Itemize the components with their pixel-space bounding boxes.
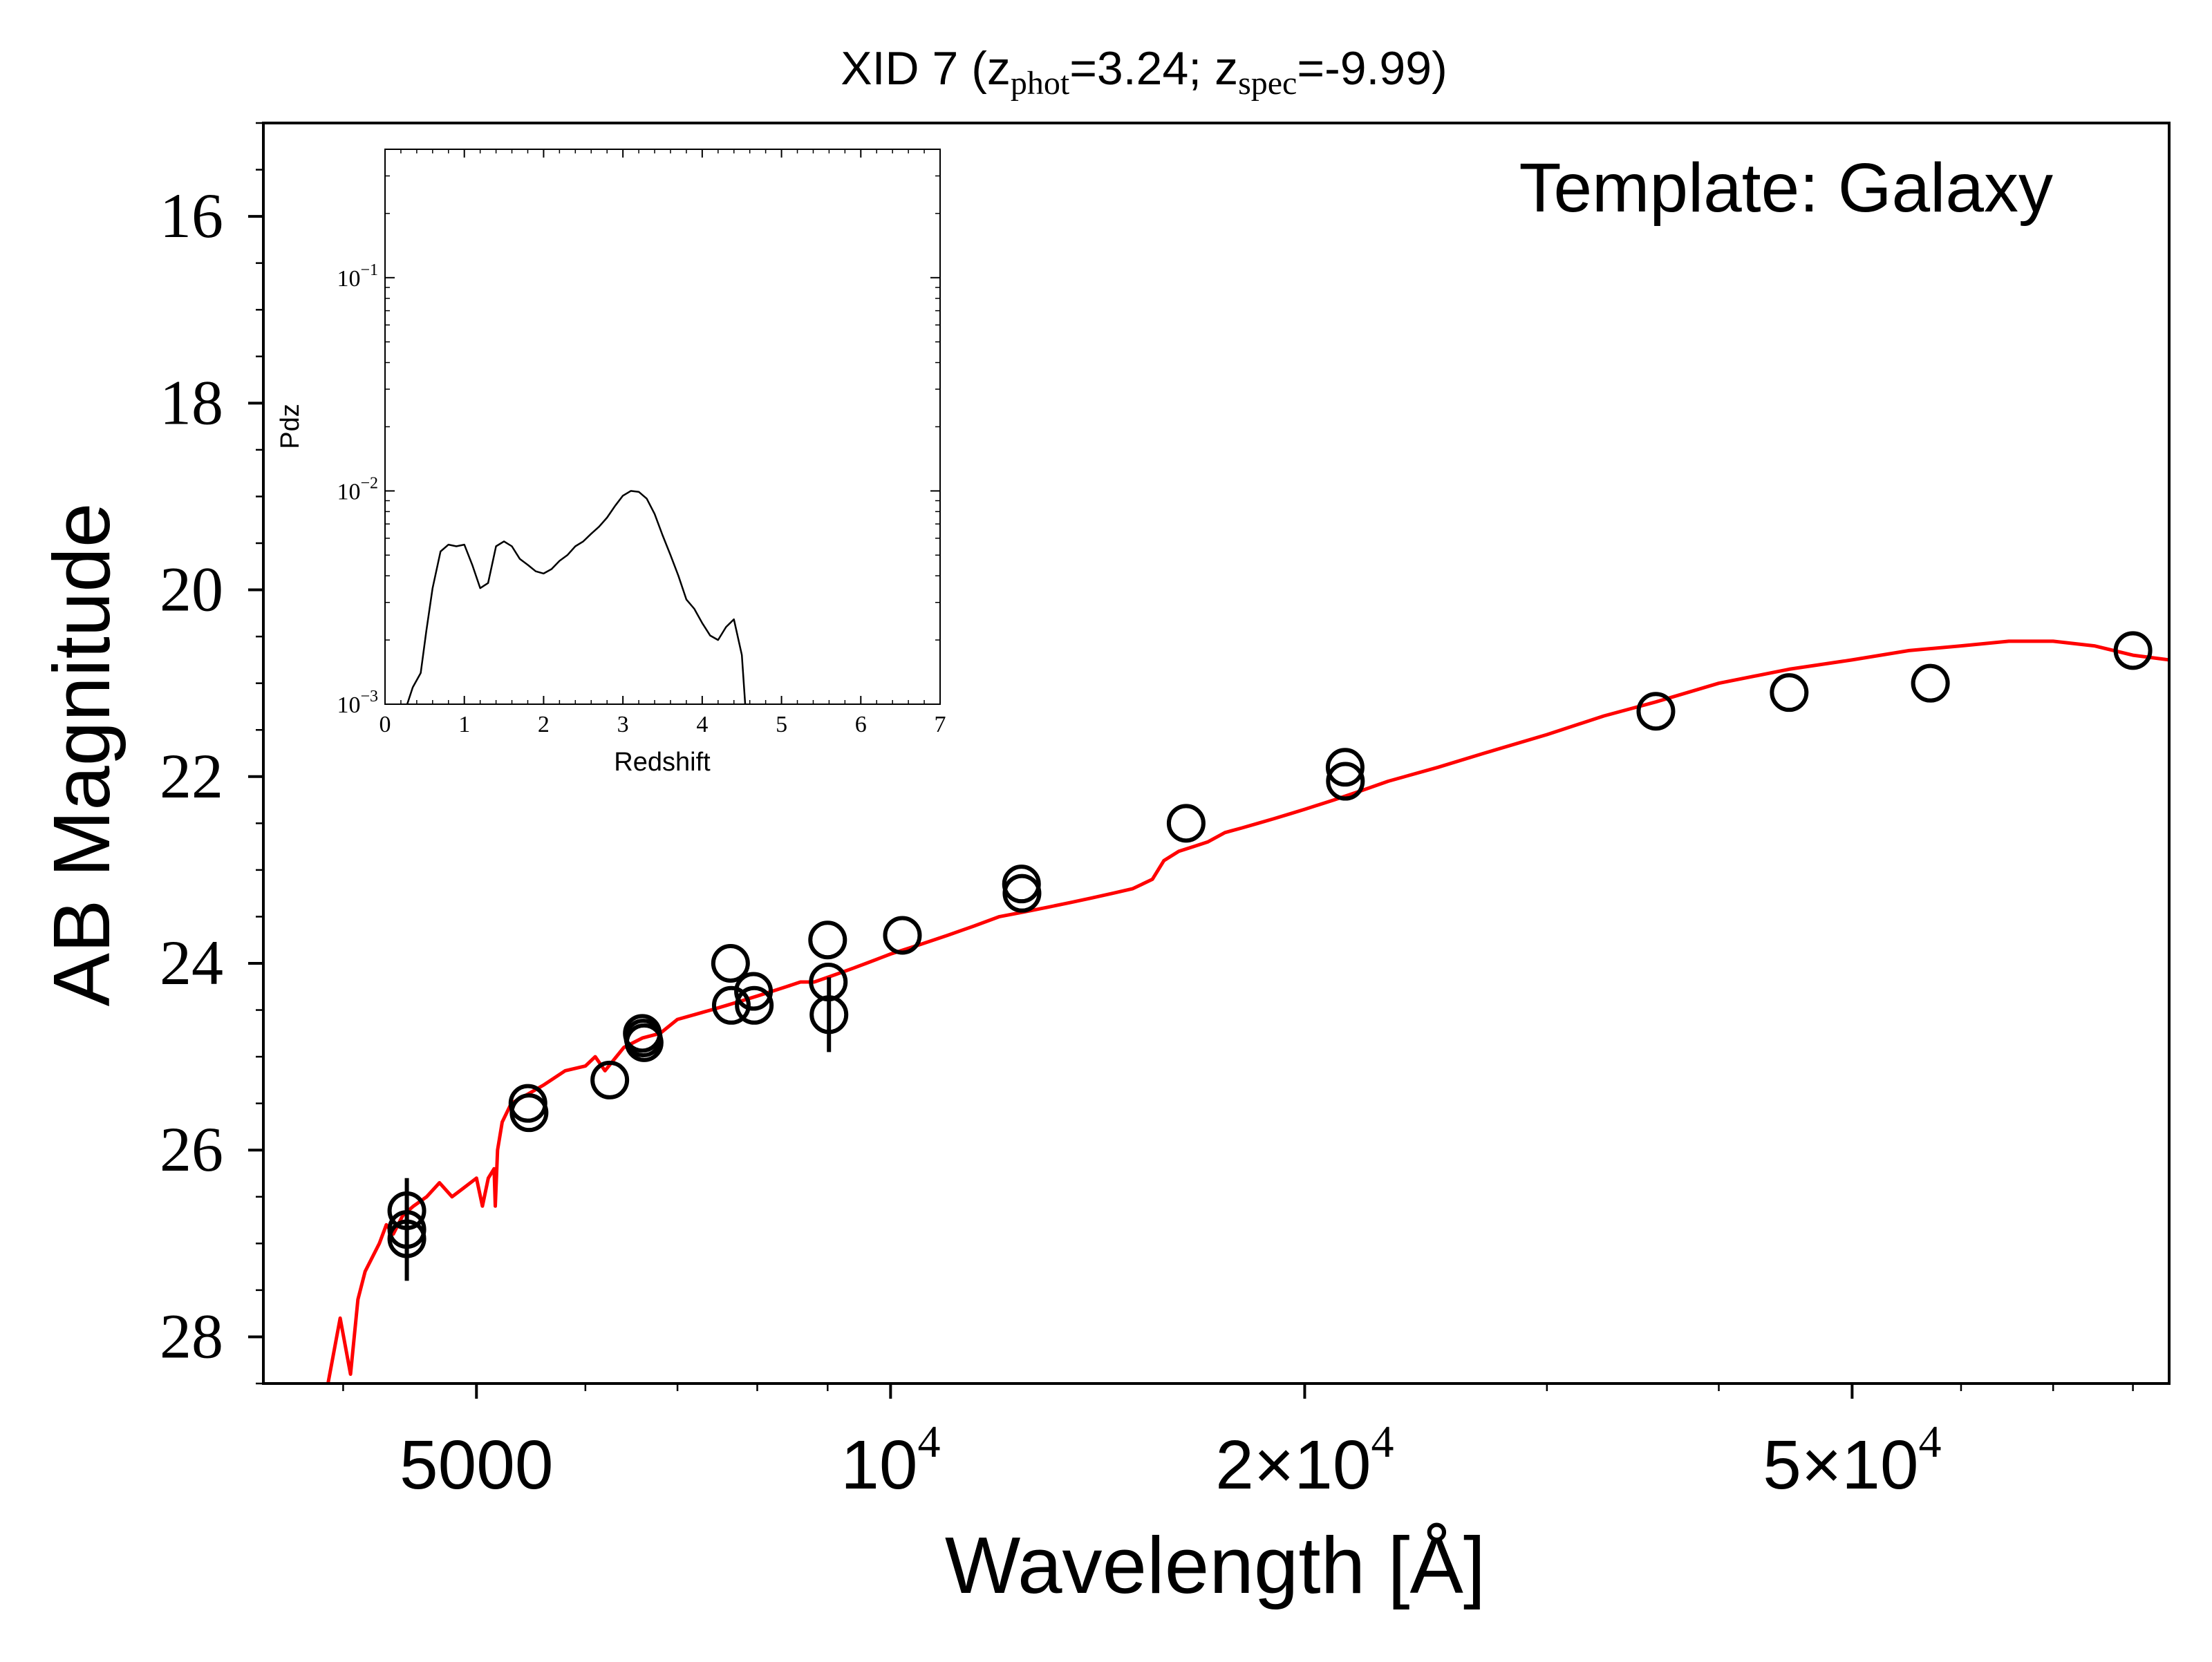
inset-x-tick-label-3: 3 xyxy=(617,712,629,737)
inset-plot-area xyxy=(406,490,747,704)
inset-x-tick-label-6: 6 xyxy=(855,712,867,737)
x-axis-label: Wavelength [Å] xyxy=(945,1520,1485,1610)
inset-xlabel: Redshift xyxy=(614,748,711,777)
data-point-10 xyxy=(711,985,751,1025)
data-point-24 xyxy=(1911,663,1950,703)
data-point-8 xyxy=(624,1023,664,1062)
data-point-21 xyxy=(1326,762,1365,801)
data-point-4 xyxy=(509,1093,549,1133)
x-tick-label-20000: 2×104 xyxy=(1215,1417,1394,1504)
data-point-25 xyxy=(2113,631,2153,670)
data-point-23 xyxy=(1770,673,1809,712)
inset-x-tick-label-2: 2 xyxy=(538,712,550,737)
data-point-11 xyxy=(734,972,774,1011)
model-sed-line xyxy=(326,639,2169,1384)
inset-x-tick-label-7: 7 xyxy=(935,712,946,737)
y-tick-label-18: 18 xyxy=(160,367,223,437)
x-tick-label-5000: 5000 xyxy=(400,1426,553,1504)
inset-x-tick-label-4: 4 xyxy=(696,712,708,737)
inset-x-tick-label-5: 5 xyxy=(776,712,787,737)
data-point-22 xyxy=(1636,692,1676,731)
data-point-5 xyxy=(590,1060,630,1099)
data-point-18 xyxy=(1002,874,1042,913)
inset-axes-frame xyxy=(384,149,941,705)
main-plot-area xyxy=(326,631,2169,1384)
inset-ylabel: Pdz xyxy=(276,404,305,448)
inset-y-tick-label: 10−3 xyxy=(337,688,378,718)
y-tick-label-28: 28 xyxy=(160,1301,223,1371)
inset-x-tick-label-0: 0 xyxy=(379,712,391,737)
inset-y-tick-label: 10−2 xyxy=(337,474,378,504)
y-axis-label: AB Magnitude xyxy=(37,503,126,1007)
y-tick-label-24: 24 xyxy=(160,927,223,998)
data-point-19 xyxy=(1166,804,1206,843)
chart-title: XID 7 (zphot=3.24; zspec=-9.99) xyxy=(841,42,1447,102)
inset-background xyxy=(385,149,940,704)
inset-x-tick-label-1: 1 xyxy=(458,712,470,737)
x-tick-label-10000: 104 xyxy=(841,1417,940,1504)
data-point-2 xyxy=(387,1219,427,1258)
x-tick-label-50000: 5×104 xyxy=(1763,1417,1941,1504)
data-point-9 xyxy=(711,944,750,983)
data-point-20 xyxy=(1325,748,1365,787)
y-tick-label-20: 20 xyxy=(160,554,223,625)
y-tick-label-22: 22 xyxy=(160,741,223,811)
template-annotation: Template: Galaxy xyxy=(1519,149,2053,227)
inset-ticks: 0 1 2 3 4 5 6 7 10−1 10−2 10−3 xyxy=(337,149,946,737)
main-axes-frame xyxy=(262,122,2171,1385)
data-point-12 xyxy=(735,985,774,1025)
data-point-16 xyxy=(883,916,922,955)
y-tick-label-26: 26 xyxy=(160,1114,223,1184)
y-tick-label-16: 16 xyxy=(160,180,223,251)
data-point-15 xyxy=(809,995,849,1035)
inset-y-tick-label: 10−1 xyxy=(337,261,378,292)
data-point-13 xyxy=(808,920,847,960)
pdz-curve xyxy=(406,490,747,704)
